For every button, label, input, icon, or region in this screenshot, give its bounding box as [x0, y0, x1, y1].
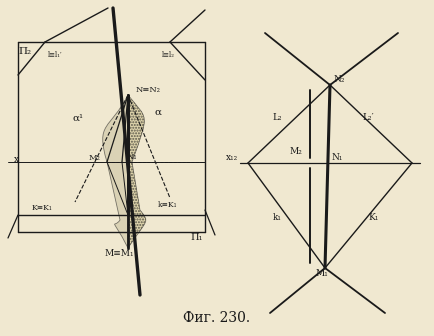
Text: K₁: K₁	[368, 213, 378, 222]
Text: α¹: α¹	[72, 114, 84, 123]
Text: M₁: M₁	[316, 269, 329, 279]
PathPatch shape	[128, 95, 146, 248]
Text: x₁₂: x₁₂	[226, 154, 238, 163]
Text: x: x	[14, 155, 19, 164]
Text: П₂: П₂	[18, 47, 31, 56]
Text: N₂: N₂	[333, 76, 345, 84]
Text: N₁: N₁	[127, 153, 138, 161]
Text: Фиг. 230.: Фиг. 230.	[184, 311, 250, 325]
Text: L₂′: L₂′	[362, 114, 374, 123]
Text: L₂: L₂	[272, 114, 282, 123]
Text: M₂: M₂	[289, 148, 302, 157]
Text: M≡M₁: M≡M₁	[104, 249, 134, 257]
Text: l≡l₁′: l≡l₁′	[48, 51, 62, 59]
PathPatch shape	[103, 95, 128, 248]
Text: K≡K₁: K≡K₁	[32, 204, 53, 212]
Text: l≡l₂: l≡l₂	[161, 51, 174, 59]
Text: k≡K₁: k≡K₁	[158, 201, 178, 209]
Text: k₁: k₁	[273, 213, 282, 222]
Text: N≡N₂: N≡N₂	[136, 86, 161, 94]
Text: α: α	[155, 108, 161, 117]
Text: M₂: M₂	[88, 154, 100, 162]
Text: П₁: П₁	[190, 234, 203, 243]
Text: N₁: N₁	[332, 153, 343, 162]
